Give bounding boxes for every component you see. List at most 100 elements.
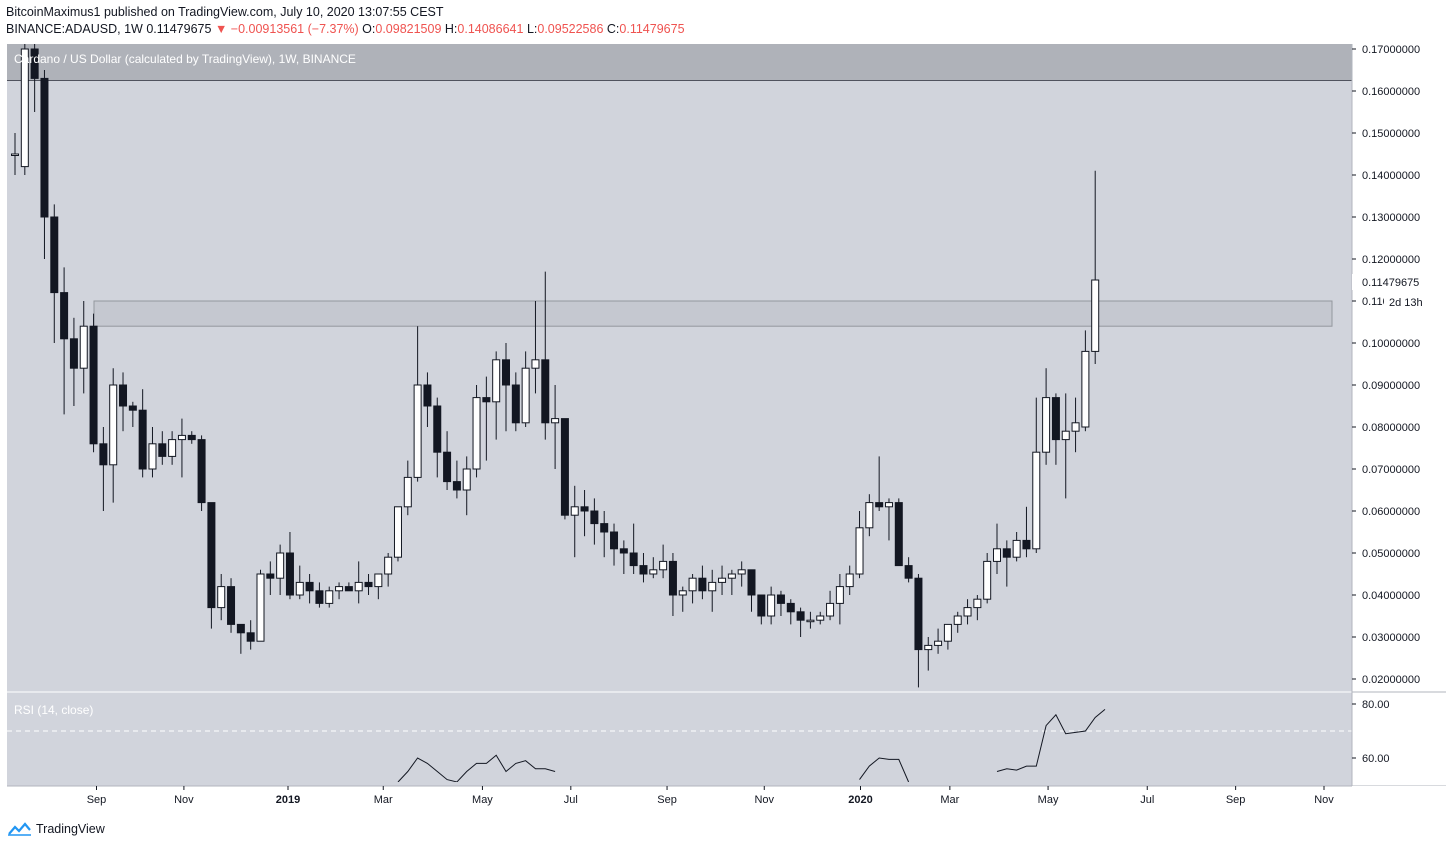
- resistance-zone: [93, 300, 1333, 327]
- candle-body: [60, 292, 69, 340]
- candle-body: [138, 409, 147, 470]
- candle: [727, 569, 736, 595]
- tradingview-cloud-icon: [8, 822, 31, 836]
- rsi-line: [397, 754, 556, 783]
- candle: [845, 565, 854, 595]
- candle-body: [708, 581, 717, 592]
- candle-body: [79, 325, 88, 369]
- candle: [11, 133, 19, 175]
- candle-body: [727, 573, 736, 579]
- candle-body: [236, 623, 245, 634]
- candle-body: [413, 384, 422, 478]
- candle: [276, 544, 285, 595]
- candle: [953, 611, 962, 633]
- candle: [1081, 330, 1090, 432]
- candle-body: [551, 418, 560, 424]
- candle-body: [1061, 430, 1070, 441]
- candle-body: [335, 586, 344, 592]
- candle-body: [865, 502, 874, 529]
- candle-body: [276, 552, 285, 579]
- candle-body: [374, 573, 383, 588]
- price-axis[interactable]: 0.17000000 0.16000000 0.15000000 0.14000000…: [1351, 44, 1446, 809]
- candle-body: [207, 502, 216, 609]
- candle: [502, 343, 510, 432]
- price-tick-label: 0.14000000: [1362, 170, 1420, 182]
- rsi-tick-label: 60.00: [1362, 753, 1390, 765]
- time-tick-label: May: [472, 794, 493, 806]
- tradingview-logo[interactable]: TradingView: [6, 822, 105, 836]
- candle: [335, 582, 344, 600]
- time-tick-label: May: [1038, 794, 1059, 806]
- candle: [934, 628, 943, 654]
- candle: [1032, 397, 1041, 553]
- candle: [541, 271, 550, 440]
- candle: [423, 372, 432, 427]
- candle-body: [344, 586, 353, 592]
- candle-body: [737, 569, 746, 575]
- time-tick-label: Sep: [657, 794, 677, 806]
- candle-body: [119, 384, 128, 407]
- candle-body: [875, 502, 884, 508]
- candle-body: [187, 434, 196, 441]
- time-tick-label: Mar: [940, 794, 959, 806]
- price-axis-bg: [1352, 44, 1446, 809]
- price-tick-label: 0.05000000: [1362, 548, 1420, 560]
- candle: [433, 397, 442, 478]
- axis-corner: [1352, 786, 1446, 809]
- time-tick-label: 2020: [848, 794, 872, 806]
- candle: [855, 511, 864, 579]
- candle-body: [364, 581, 373, 588]
- candle-body: [354, 581, 363, 592]
- candle: [688, 574, 697, 604]
- price-change: −0.00913561 (−7.37%): [230, 22, 359, 36]
- candle: [413, 326, 422, 482]
- price-tick-label: 0.08000000: [1362, 422, 1420, 434]
- candle: [236, 623, 245, 654]
- candle: [993, 523, 1001, 574]
- candle: [1042, 368, 1051, 465]
- candle-body: [934, 640, 943, 646]
- candle: [659, 544, 668, 579]
- candle-body: [11, 153, 19, 156]
- rsi-line: [859, 757, 910, 783]
- candle-body: [1022, 539, 1031, 550]
- candle: [109, 368, 118, 503]
- candle: [285, 532, 294, 600]
- candle: [99, 427, 108, 511]
- candle: [20, 44, 29, 175]
- candle: [207, 502, 216, 629]
- time-axis[interactable]: Sep Nov 2019 Mar May Jul Sep Nov 2020 Mar May Jul Se…: [7, 785, 1446, 809]
- last-price-axis-label: 0.11479675: [1362, 277, 1419, 289]
- candle-body: [403, 476, 412, 508]
- candle: [1061, 393, 1070, 499]
- candle-body: [227, 586, 236, 625]
- candle: [393, 506, 402, 562]
- ohlc-line: BINANCE:ADAUSD, 1W 0.11479675 ▼ −0.00913…: [6, 22, 685, 36]
- candle: [767, 586, 776, 625]
- candle: [384, 553, 393, 587]
- candle: [570, 485, 579, 558]
- candle-body: [482, 397, 491, 403]
- candle: [1012, 532, 1021, 562]
- candle-body: [747, 569, 756, 596]
- candle: [452, 460, 461, 499]
- candle: [924, 637, 933, 671]
- candle-body: [993, 548, 1001, 562]
- candle: [737, 561, 746, 587]
- price-tick-label: 0.03000000: [1362, 632, 1420, 644]
- candle-body: [305, 581, 314, 592]
- candle: [904, 557, 913, 583]
- price-tick-label: 0.06000000: [1362, 506, 1420, 518]
- candle-body: [50, 216, 59, 294]
- candle: [1002, 540, 1011, 587]
- candle: [629, 523, 638, 574]
- candle-body: [610, 531, 619, 550]
- candle: [521, 351, 530, 427]
- candle-body: [541, 359, 550, 424]
- candle: [718, 565, 727, 595]
- candle: [187, 431, 196, 444]
- chart-title: Cardano / US Dollar (calculated by Tradi…: [14, 52, 356, 66]
- countdown-label-box: [1384, 294, 1432, 310]
- candle-body: [776, 594, 785, 604]
